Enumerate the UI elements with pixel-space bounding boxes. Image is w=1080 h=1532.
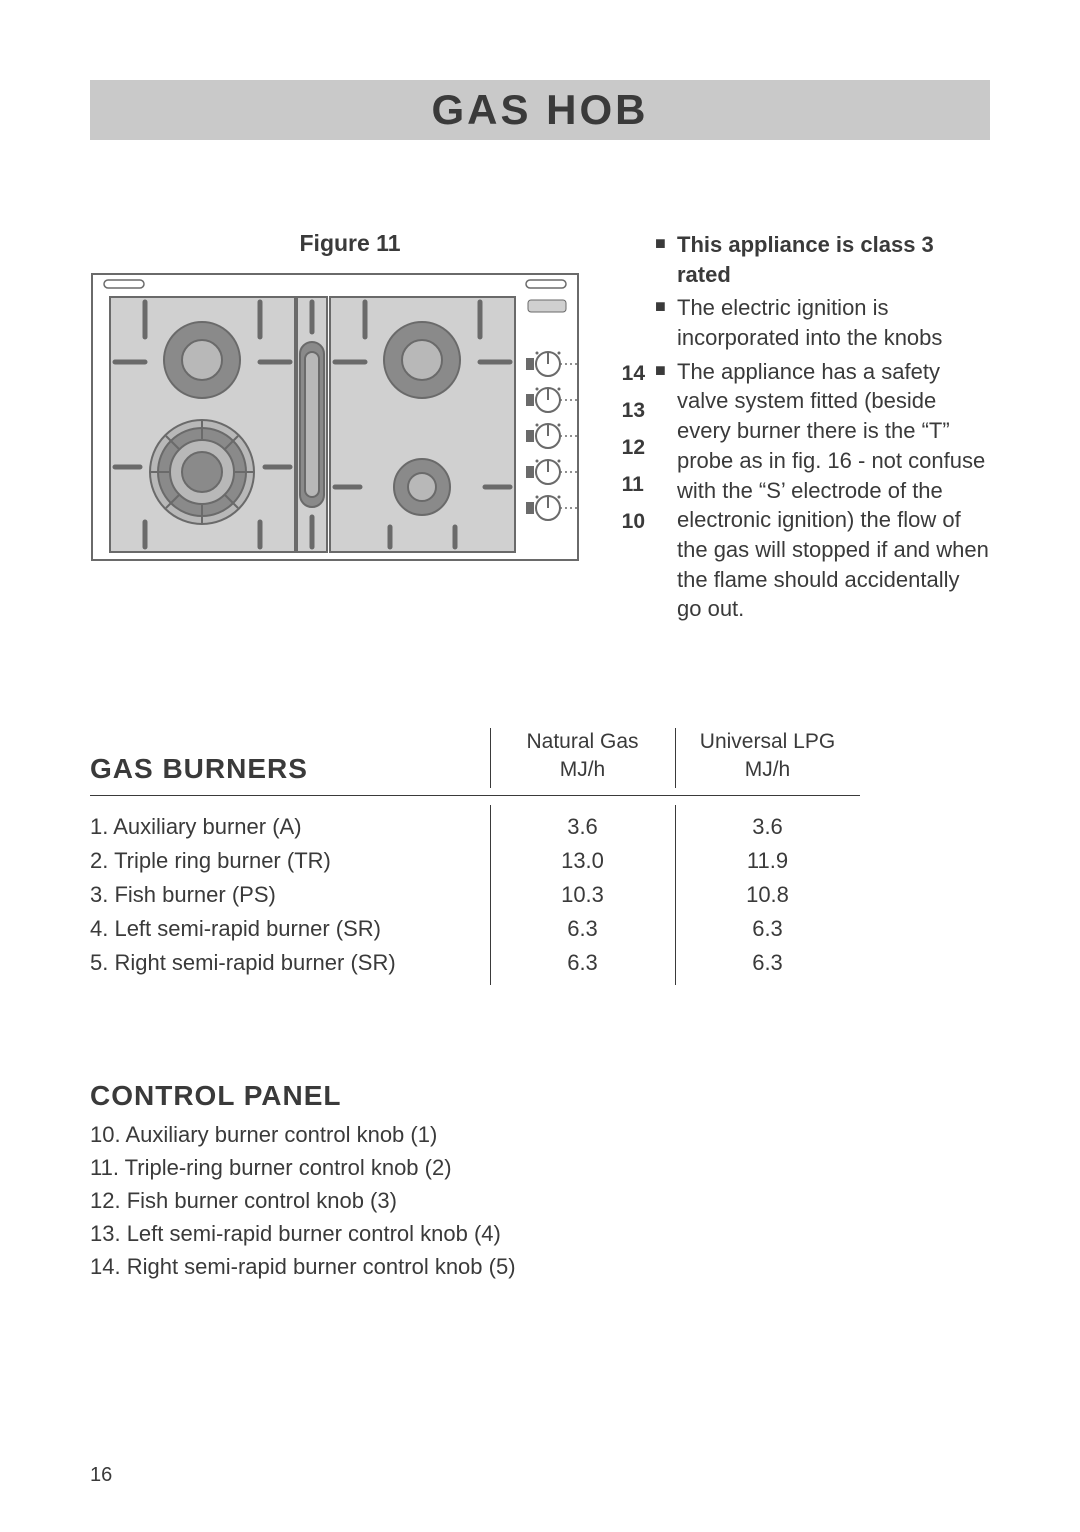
bullet-icon: ■: [655, 357, 677, 624]
gas-hob-diagram: [90, 272, 580, 562]
burner-name: 2. Triple ring burner (TR): [90, 844, 490, 878]
note-text: The electric ignition is incorporated in…: [677, 293, 990, 352]
burner-name: 4. Left semi-rapid burner (SR): [90, 912, 490, 946]
burner-value: 6.3: [490, 912, 675, 946]
bullet-icon: ■: [655, 230, 677, 289]
table-row: 1. Auxiliary burner (A) 3.6 3.6: [90, 810, 990, 844]
knob-label: 11: [622, 473, 645, 497]
list-item: 10. Auxiliary burner control knob (1): [90, 1118, 990, 1151]
bullet-icon: ■: [655, 293, 677, 352]
burner-name: 1. Auxiliary burner (A): [90, 810, 490, 844]
burner-value: 11.9: [675, 844, 860, 878]
column-header-label: Universal LPG: [700, 730, 835, 753]
burner-name: 5. Right semi-rapid burner (SR): [90, 946, 490, 980]
knob-label: 13: [622, 399, 645, 423]
note-text: The appliance has a safety valve system …: [677, 357, 990, 624]
knob-label: 10: [622, 510, 645, 534]
column-header-natural-gas: Natural Gas MJ/h: [490, 728, 675, 785]
burner-value: 6.3: [675, 912, 860, 946]
column-header-label: Natural Gas: [526, 730, 638, 753]
burner-value: 13.0: [490, 844, 675, 878]
table-divider: [90, 795, 860, 796]
control-panel-title: CONTROL PANEL: [90, 1080, 990, 1112]
burner-value: 6.3: [675, 946, 860, 980]
column-header-unit: MJ/h: [745, 758, 791, 781]
table-row: 4. Left semi-rapid burner (SR) 6.3 6.3: [90, 912, 990, 946]
list-item: 12. Fish burner control knob (3): [90, 1184, 990, 1217]
figure-block: Figure 11: [90, 230, 610, 628]
list-item: 14. Right semi-rapid burner control knob…: [90, 1250, 990, 1283]
list-item: 11. Triple-ring burner control knob (2): [90, 1151, 990, 1184]
column-header-unit: MJ/h: [560, 758, 606, 781]
burner-table-body: 1. Auxiliary burner (A) 3.6 3.6 2. Tripl…: [90, 810, 990, 980]
table-row: 3. Fish burner (PS) 10.3 10.8: [90, 878, 990, 912]
burner-value: 3.6: [490, 810, 675, 844]
list-item: 13. Left semi-rapid burner control knob …: [90, 1217, 990, 1250]
gas-burners-section: GAS BURNERS Natural Gas MJ/h Universal L…: [90, 728, 990, 980]
burner-value: 3.6: [675, 810, 860, 844]
table-row: 2. Triple ring burner (TR) 13.0 11.9: [90, 844, 990, 878]
note-text: This appliance is class 3 rated: [677, 230, 990, 289]
knob-label: 14: [622, 362, 645, 386]
table-row: 5. Right semi-rapid burner (SR) 6.3 6.3: [90, 946, 990, 980]
control-panel-list: 10. Auxiliary burner control knob (1) 11…: [90, 1118, 990, 1283]
burner-value: 10.3: [490, 878, 675, 912]
burner-value: 6.3: [490, 946, 675, 980]
column-header-lpg: Universal LPG MJ/h: [675, 728, 860, 785]
knob-label-column: 14 13 12 11 10: [622, 362, 645, 534]
burner-value: 10.8: [675, 878, 860, 912]
page-number: 16: [90, 1464, 112, 1487]
gas-burners-title: GAS BURNERS: [90, 753, 490, 785]
notes-block: ■ This appliance is class 3 rated ■ The …: [655, 230, 990, 628]
control-panel-section: CONTROL PANEL 10. Auxiliary burner contr…: [90, 1080, 990, 1283]
knob-label: 12: [622, 436, 645, 460]
page-title-bar: GAS HOB: [90, 80, 990, 140]
figure-caption: Figure 11: [90, 230, 610, 257]
page-title: GAS HOB: [90, 86, 990, 134]
burner-name: 3. Fish burner (PS): [90, 878, 490, 912]
